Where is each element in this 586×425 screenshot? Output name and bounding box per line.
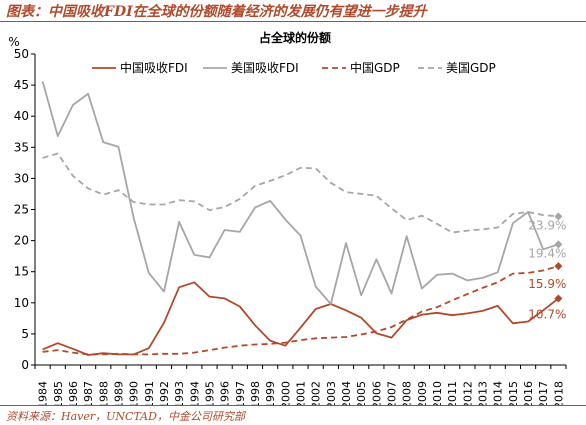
x-tick-label: 1992: [158, 381, 171, 406]
series-lines: [41, 81, 563, 356]
chart-title: 占全球的份额: [259, 30, 331, 45]
x-tick-labels: 1984 1985 1986 1987 1988 1989 1990 1991 1992 1993…: [37, 381, 566, 406]
x-tick-label: 2014: [492, 381, 505, 406]
y-tick-label: 0: [21, 358, 29, 372]
x-tick-label: 1989: [112, 381, 125, 406]
x-tick-label: 2009: [416, 381, 429, 406]
x-tick-label: 2007: [386, 381, 399, 406]
x-tick-label: 2011: [446, 381, 459, 406]
series-line: [42, 152, 559, 234]
y-tick-label: 10: [14, 296, 29, 310]
series-end-marker: [554, 262, 563, 271]
y-axis-label: %: [8, 35, 19, 49]
x-tick-label: 2001: [295, 381, 308, 406]
x-tick-label: 2018: [552, 381, 565, 406]
x-tick-label: 1987: [82, 381, 95, 406]
series-end-marker: [554, 294, 563, 303]
series-line: [42, 281, 559, 356]
x-tick-label: 2005: [355, 381, 368, 406]
x-tick-label: 2013: [477, 381, 490, 406]
y-tick-label: 35: [14, 140, 29, 154]
legend-label: 美国GDP: [446, 61, 496, 75]
x-tick-label: 1998: [249, 381, 262, 406]
x-tick-label: 2016: [522, 381, 535, 406]
x-tick-label: 1985: [52, 381, 65, 406]
series-end-label: 19.4%: [528, 246, 566, 260]
figure-title: 图表：中国吸收FDI在全球的份额随着经济的发展仍有望进一步提升: [6, 4, 427, 20]
series-end-marker: [554, 212, 563, 221]
y-tick-labels: 0 5 10 15 20 25 30 35 40 45 50: [14, 47, 29, 372]
x-tick-label: 2004: [340, 381, 353, 406]
legend: 中国吸收FDI 美国吸收FDI 中国GDP 美国GDP: [92, 60, 496, 75]
top-rule: [0, 21, 586, 22]
x-tick-label: 2010: [431, 381, 444, 406]
end-labels: 10.7% 19.4% 15.9% 23.9%: [528, 218, 566, 321]
x-tick-label: 1994: [188, 381, 201, 406]
x-tick-label: 2003: [325, 381, 338, 406]
legend-label: 美国吸收FDI: [231, 61, 299, 75]
x-tick-label: 1996: [219, 381, 232, 406]
y-tick-label: 25: [14, 203, 29, 217]
x-tick-label: 2006: [370, 381, 383, 406]
x-tick-label: 2012: [461, 381, 474, 406]
y-tick-label: 45: [14, 78, 29, 92]
y-tick-label: 50: [14, 47, 29, 61]
legend-label: 中国GDP: [350, 60, 400, 75]
x-tick-label: 1988: [97, 381, 110, 406]
x-tick-label: 1997: [234, 381, 247, 406]
source-note: 资料来源：Haver，UNCTAD，中金公司研究部: [6, 410, 245, 423]
y-tick-label: 40: [14, 109, 29, 123]
x-tick-label: 1990: [128, 381, 141, 406]
x-tick-label: 1993: [173, 381, 186, 406]
series-end-label: 23.9%: [528, 218, 566, 232]
x-tick-label: 2008: [401, 381, 414, 406]
x-tick-label: 1991: [143, 381, 156, 406]
line-chart: 占全球的份额 % 中国吸收FDI 美国吸收FDI 中国GDP 美国GDP 0 5 10 15…: [8, 30, 567, 406]
series-end-label: 15.9%: [528, 277, 566, 291]
x-tick-label: 2002: [310, 381, 323, 406]
bottom-rule: [0, 405, 586, 406]
y-tick-label: 15: [14, 265, 29, 279]
x-tick-label: 2000: [279, 381, 292, 406]
x-tick-label: 2015: [507, 381, 520, 406]
y-tick-label: 5: [21, 327, 29, 341]
x-tick-label: 1984: [37, 381, 50, 406]
series-line: [41, 81, 559, 305]
series-end-label: 10.7%: [528, 307, 566, 321]
legend-label: 中国吸收FDI: [120, 60, 188, 75]
x-tick-label: 1999: [264, 381, 277, 406]
y-tick-label: 30: [14, 171, 29, 185]
axes: [31, 53, 567, 369]
y-tick-label: 20: [14, 234, 29, 248]
x-tick-label: 2017: [537, 381, 550, 406]
x-tick-label: 1995: [203, 381, 216, 406]
x-tick-label: 1986: [67, 381, 80, 406]
series-end-marker: [554, 240, 563, 249]
